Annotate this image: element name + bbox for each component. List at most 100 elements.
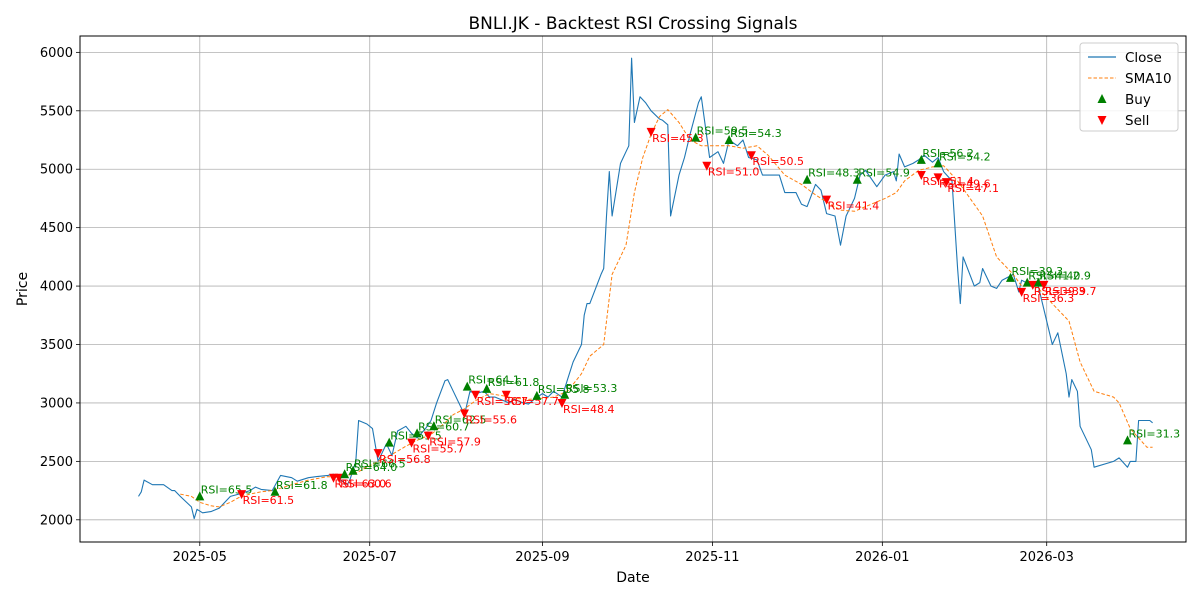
sell-signal-label: RSI=61.5 <box>243 494 295 507</box>
sell-marker <box>471 390 481 400</box>
buy-marker <box>691 132 701 142</box>
sell-marker <box>1017 287 1027 297</box>
buy-marker <box>270 486 280 496</box>
y-tick-label: 3500 <box>40 338 73 353</box>
buy-marker <box>429 421 439 431</box>
sell-signal-label: RSI=56.8 <box>379 453 431 466</box>
buy-signal-label: RSI=31.3 <box>1128 427 1180 440</box>
buy-marker <box>916 154 926 164</box>
buy-marker <box>348 465 358 475</box>
sell-marker <box>1039 280 1049 290</box>
sell-marker <box>916 171 926 181</box>
buy-signal-label: RSI=54.9 <box>858 167 910 180</box>
x-axis-title: Date <box>616 570 649 586</box>
buy-marker <box>933 158 943 168</box>
sell-signal-label: RSI=55.7 <box>413 443 465 456</box>
sell-signal-label: RSI=55.6 <box>465 413 517 426</box>
axis-ticks: 2025-05 2025-07 2025-09 2025-11 2026-01 2026-… <box>40 46 1074 565</box>
buy-marker <box>802 174 812 184</box>
legend-buy-swatch <box>1097 94 1107 103</box>
legend-label: Buy <box>1125 92 1151 108</box>
x-tick-label: 2025-07 <box>343 550 397 565</box>
legend-label: Sell <box>1125 113 1149 129</box>
sell-signal-label: RSI=63.0 <box>335 478 387 491</box>
sell-signal-label: RSI=60.6 <box>340 478 392 491</box>
grid-lines <box>80 36 1186 542</box>
sell-signal-label: RSI=50.5 <box>752 155 804 168</box>
legend-label: Close <box>1125 50 1162 66</box>
buy-signal-label: RSI=61.8 <box>488 376 540 389</box>
buy-marker <box>462 381 472 391</box>
x-tick-label: 2025-09 <box>515 550 569 565</box>
y-axis-title: Price <box>15 272 31 306</box>
buy-signal-label: RSI=61.8 <box>276 479 328 492</box>
x-tick-label: 2025-05 <box>173 550 227 565</box>
y-tick-label: 4000 <box>40 280 73 295</box>
sell-marker <box>407 438 417 448</box>
sell-signal-label: RSI=47.1 <box>947 182 999 195</box>
sell-signal-label: RSI=39.3 <box>1034 285 1086 298</box>
buy-signal-label: RSI=56.2 <box>922 147 974 160</box>
buy-signal-label: RSI=55.8 <box>538 383 590 396</box>
sell-marker <box>557 398 567 408</box>
buy-signal-label: RSI=62.5 <box>435 413 487 426</box>
sell-signal-label: RSI=57.7 <box>507 395 559 408</box>
buy-marker <box>412 428 422 438</box>
sell-marker <box>646 127 656 137</box>
buy-marker <box>384 437 394 447</box>
sell-signal-label: RSI=39.7 <box>1045 285 1097 298</box>
buy-signal-label: RSI=54.3 <box>730 127 782 140</box>
sell-marker <box>746 151 756 161</box>
buy-marker <box>852 174 862 184</box>
buy-marker <box>1005 272 1015 282</box>
buy-marker <box>1122 435 1132 445</box>
sell-signal-label: RSI=51.0 <box>708 166 760 179</box>
buy-marker <box>482 383 492 393</box>
sell-signal-label: RSI=56.7 <box>477 395 529 408</box>
buy-marker <box>560 389 570 399</box>
y-tick-label: 4500 <box>40 221 73 236</box>
buy-signal-label: RSI=59.5 <box>697 125 749 138</box>
sell-signal-label: RSI=49.6 <box>939 177 991 190</box>
y-tick-label: 2500 <box>40 455 73 470</box>
buy-signal-label: RSI=39.3 <box>1011 265 1063 278</box>
buy-signal-label: RSI=48.3 <box>808 167 860 180</box>
buy-marker <box>724 135 734 145</box>
y-tick-label: 6000 <box>40 46 73 61</box>
y-tick-label: 5500 <box>40 104 73 119</box>
sell-marker <box>501 390 511 400</box>
sell-marker <box>933 173 943 183</box>
sell-marker <box>822 195 832 205</box>
sell-signal-label: RSI=45.3 <box>652 132 704 145</box>
x-tick-label: 2026-01 <box>855 550 909 565</box>
sell-marker <box>237 490 247 500</box>
y-tick-label: 2000 <box>40 513 73 528</box>
buy-signal-label: RSI=64.1 <box>468 374 520 387</box>
buy-marker <box>195 491 205 501</box>
y-tick-label: 5000 <box>40 163 73 178</box>
y-tick-label: 3000 <box>40 396 73 411</box>
buy-signal-label: RSI=66.5 <box>354 458 406 471</box>
buy-signal-label: RSI=54.2 <box>939 150 991 163</box>
sell-marker <box>1028 280 1038 290</box>
sell-signal-label: RSI=41.4 <box>828 200 880 213</box>
sell-marker <box>459 409 469 419</box>
legend: Close SMA10 Buy Sell <box>1079 42 1179 132</box>
buy-marker <box>1033 277 1043 287</box>
legend-sell-swatch <box>1097 116 1107 125</box>
buy-signal-label: RSI=64.0 <box>346 461 398 474</box>
x-tick-label: 2026-03 <box>1020 550 1074 565</box>
buy-marker <box>1022 277 1032 287</box>
sell-signal-label: RSI=48.4 <box>563 403 615 416</box>
legend-label: SMA10 <box>1125 71 1172 87</box>
sell-signal-label: RSI=36.3 <box>1023 292 1075 305</box>
sell-marker <box>423 431 433 441</box>
legend-box <box>1079 42 1179 132</box>
x-tick-label: 2025-11 <box>685 550 739 565</box>
sell-marker <box>702 161 712 171</box>
chart-title: BNLI.JK - Backtest RSI Crossing Signals <box>468 14 797 34</box>
